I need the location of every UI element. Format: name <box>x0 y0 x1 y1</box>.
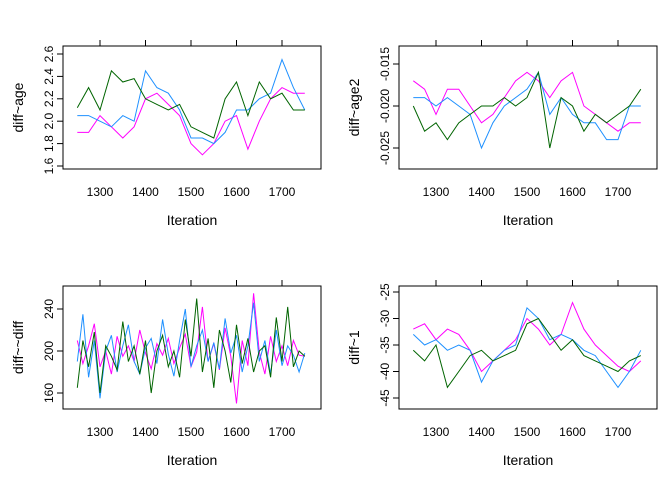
x-tick-label: 1300 <box>423 425 450 439</box>
x-tick-label: 1700 <box>269 185 296 199</box>
x-tick-label: 1700 <box>605 425 632 439</box>
chain-3-line <box>412 317 642 389</box>
chain-2-line <box>77 58 306 145</box>
chain-1-line <box>413 301 642 373</box>
y-tick-label: -0.020 <box>378 89 392 123</box>
x-tick-label: 1600 <box>559 185 586 199</box>
y-tick-label: 2.2 <box>42 90 56 107</box>
y-tick-label: -30 <box>378 310 392 328</box>
y-tick-label: 1.8 <box>42 135 56 152</box>
y-axis-label: diff~age2 <box>346 78 362 136</box>
y-tick-label: -40 <box>378 363 392 381</box>
y-tick-label: -0.015 <box>378 47 392 81</box>
y-tick-label: 2.6 <box>42 45 56 62</box>
y-tick-label: 1.6 <box>42 157 56 174</box>
chain-3-line <box>76 69 305 139</box>
y-axis-label: diff~age <box>10 82 26 132</box>
x-axis-label: Iteration <box>167 452 218 468</box>
x-tick-label: 1500 <box>178 425 205 439</box>
y-axis-label: diff~1 <box>346 330 362 365</box>
y-tick-label: 2.4 <box>42 68 56 85</box>
panel-1: 1300 1400 1500 1600 1700 1.6 1.8 2.0 2.2 2.4 2.6 It… <box>10 40 322 228</box>
x-tick-label: 1400 <box>468 425 495 439</box>
plot-frame <box>398 45 658 170</box>
y-tick-label: -0.025 <box>378 131 392 165</box>
y-axis-label: diff~~diff <box>10 321 26 374</box>
x-tick-label: 1300 <box>87 185 114 199</box>
x-tick-label: 1500 <box>178 185 205 199</box>
chain-2-line <box>413 71 641 150</box>
chain-3-line <box>76 298 306 394</box>
x-tick-label: 1400 <box>132 185 159 199</box>
y-tick-label: -45 <box>378 389 392 407</box>
plot-frame <box>62 285 322 410</box>
chain-1-line <box>76 293 305 404</box>
y-tick-label: -35 <box>378 336 392 354</box>
y-tick-label: -25 <box>378 283 392 301</box>
y-tick-label: 160 <box>42 383 56 403</box>
x-axis-label: Iteration <box>503 452 554 468</box>
x-axis-label: Iteration <box>503 212 554 228</box>
chain-2-line <box>76 302 306 399</box>
x-tick-label: 1700 <box>269 425 296 439</box>
x-tick-label: 1500 <box>514 185 541 199</box>
x-tick-label: 1300 <box>423 185 450 199</box>
x-tick-label: 1700 <box>605 185 632 199</box>
x-tick-label: 1600 <box>559 425 586 439</box>
chain-3-line <box>412 70 642 149</box>
plot-frame <box>398 285 658 410</box>
x-tick-label: 1600 <box>223 185 250 199</box>
y-tick-label: 240 <box>42 299 56 319</box>
x-tick-label: 1400 <box>132 425 159 439</box>
x-axis-label: Iteration <box>167 212 218 228</box>
x-tick-label: 1500 <box>514 425 541 439</box>
panel-4: 1300 1400 1500 1600 1700 -45 -40 -35 -30 -25 Itera… <box>346 280 658 468</box>
x-tick-label: 1400 <box>468 185 495 199</box>
plot-frame <box>62 45 322 170</box>
panel-2: 1300 1400 1500 1600 1700 -0.025 -0.020 -0.015 It… <box>346 40 658 228</box>
y-tick-label: 2.0 <box>42 113 56 130</box>
panel-3: 1300 1400 1500 1600 1700 160 200 240 Iteration di… <box>10 280 322 468</box>
chain-1-line <box>77 86 305 156</box>
x-tick-label: 1300 <box>87 425 114 439</box>
x-tick-label: 1600 <box>223 425 250 439</box>
chain-2-line <box>412 306 642 389</box>
y-tick-label: 200 <box>42 341 56 361</box>
